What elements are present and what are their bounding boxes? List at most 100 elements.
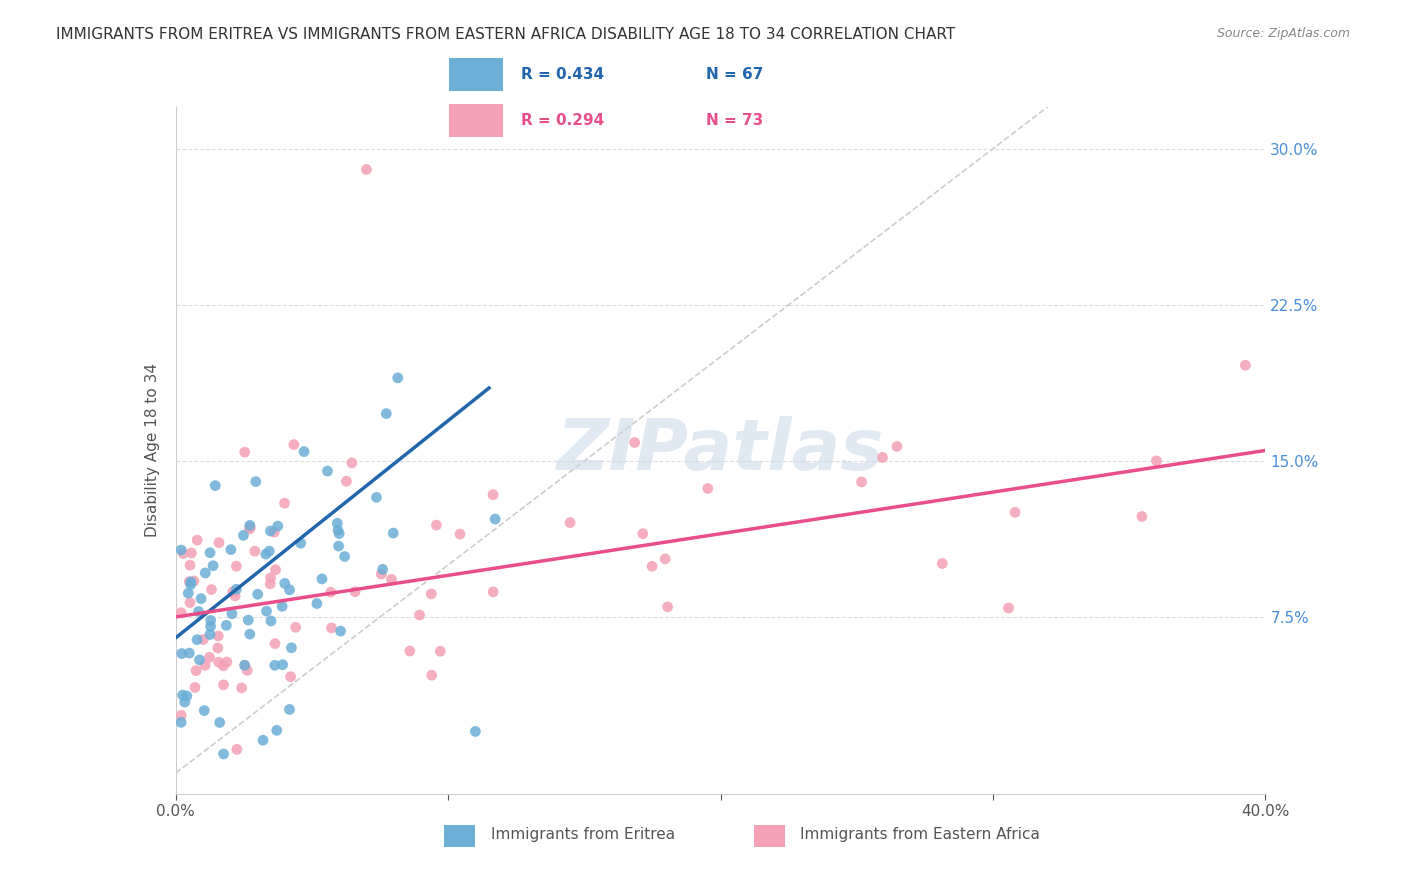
Point xyxy=(233,445,256,459)
Point xyxy=(193,704,215,718)
Point xyxy=(232,528,254,542)
FancyBboxPatch shape xyxy=(450,58,503,91)
Point xyxy=(1144,454,1167,468)
Point xyxy=(1130,509,1153,524)
Y-axis label: Disability Age 18 to 34: Disability Age 18 to 34 xyxy=(145,363,160,538)
Point xyxy=(484,512,506,526)
Point xyxy=(344,584,367,599)
Point xyxy=(173,695,195,709)
Point xyxy=(264,637,287,651)
Point xyxy=(207,640,229,655)
Point xyxy=(449,527,471,541)
Point xyxy=(851,475,873,489)
Point xyxy=(259,577,281,591)
FancyBboxPatch shape xyxy=(444,825,475,847)
Point xyxy=(236,664,259,678)
Point xyxy=(259,524,281,538)
Point xyxy=(243,544,266,558)
Point xyxy=(239,518,262,533)
Text: Source: ZipAtlas.com: Source: ZipAtlas.com xyxy=(1216,27,1350,40)
Point xyxy=(321,621,343,635)
Point xyxy=(184,681,207,695)
Point xyxy=(872,450,894,465)
Text: IMMIGRANTS FROM ERITREA VS IMMIGRANTS FROM EASTERN AFRICA DISABILITY AGE 18 TO 3: IMMIGRANTS FROM ERITREA VS IMMIGRANTS FR… xyxy=(56,27,956,42)
Point xyxy=(239,521,262,535)
Point xyxy=(170,715,193,730)
Point xyxy=(208,715,231,730)
Point xyxy=(183,574,205,588)
Point xyxy=(172,688,194,702)
Point xyxy=(259,571,281,585)
Point xyxy=(200,619,222,633)
Point xyxy=(408,607,430,622)
Point xyxy=(329,624,352,639)
Point xyxy=(264,563,287,577)
Point xyxy=(263,525,285,540)
Text: N = 73: N = 73 xyxy=(706,113,763,128)
Point xyxy=(997,601,1019,615)
Point xyxy=(271,599,294,614)
Point xyxy=(326,516,349,531)
Point xyxy=(328,539,350,553)
Point xyxy=(382,526,405,541)
Point xyxy=(180,577,202,591)
Point xyxy=(187,605,209,619)
Point xyxy=(284,620,307,634)
Point xyxy=(170,543,193,558)
Point xyxy=(259,544,281,558)
Point xyxy=(886,439,908,453)
Point xyxy=(194,566,217,580)
Point xyxy=(194,658,217,673)
Point xyxy=(179,574,201,589)
Point xyxy=(271,657,294,672)
Point xyxy=(225,559,247,574)
Point xyxy=(278,702,301,716)
Point xyxy=(208,535,231,549)
Point xyxy=(283,437,305,451)
FancyBboxPatch shape xyxy=(754,825,785,847)
Text: Immigrants from Eritrea: Immigrants from Eritrea xyxy=(491,827,675,841)
Text: R = 0.434: R = 0.434 xyxy=(522,67,605,82)
Point xyxy=(231,681,253,695)
Point xyxy=(215,618,238,632)
Point xyxy=(179,646,201,660)
Point xyxy=(246,587,269,601)
Point xyxy=(225,742,247,756)
Point xyxy=(654,552,676,566)
Point xyxy=(429,644,451,658)
Point xyxy=(179,558,201,573)
Point xyxy=(356,162,378,177)
Point xyxy=(274,576,297,591)
Point xyxy=(316,464,339,478)
Point xyxy=(335,474,357,488)
Point xyxy=(292,444,315,458)
Point xyxy=(186,533,208,547)
Point xyxy=(260,614,283,628)
Point xyxy=(221,607,243,621)
Point xyxy=(177,586,200,600)
Point xyxy=(305,597,328,611)
Point xyxy=(1234,358,1257,372)
Text: ZIPatlas: ZIPatlas xyxy=(557,416,884,485)
Point xyxy=(366,491,388,505)
Point xyxy=(280,640,302,655)
Point xyxy=(263,658,285,673)
Text: R = 0.294: R = 0.294 xyxy=(522,113,605,128)
Point xyxy=(188,653,211,667)
Point xyxy=(238,522,260,536)
Point xyxy=(280,670,302,684)
Point xyxy=(311,572,333,586)
Point xyxy=(398,644,420,658)
Point xyxy=(208,655,231,669)
Point xyxy=(233,658,256,673)
Point xyxy=(190,591,212,606)
Point xyxy=(278,582,301,597)
Point xyxy=(482,585,505,599)
Point xyxy=(464,724,486,739)
Point xyxy=(425,518,447,533)
Text: Immigrants from Eastern Africa: Immigrants from Eastern Africa xyxy=(800,827,1040,841)
Point xyxy=(266,723,288,738)
FancyBboxPatch shape xyxy=(450,104,503,137)
Point xyxy=(186,632,208,647)
Point xyxy=(387,371,409,385)
